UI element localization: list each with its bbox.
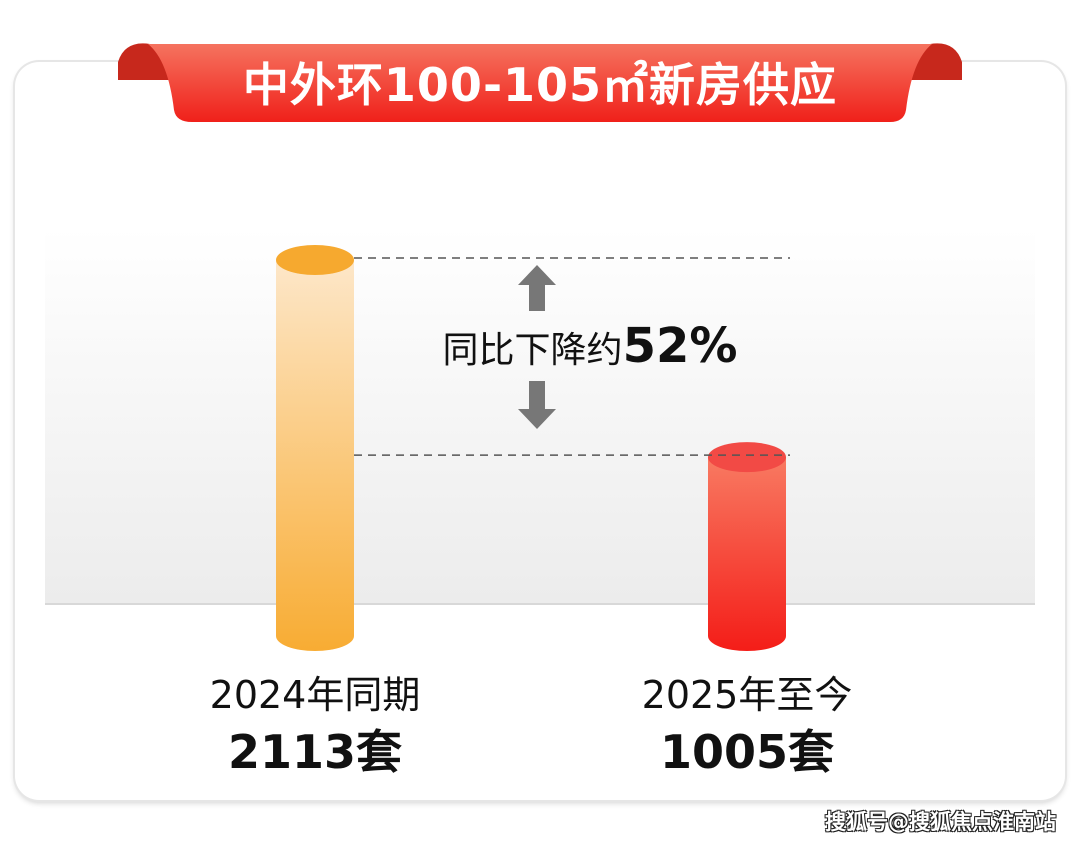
bar-body <box>276 260 354 651</box>
change-annotation: 同比下降约52% <box>380 318 800 374</box>
value-label-2024: 2113套 <box>227 725 403 779</box>
bar-top-cap <box>276 245 354 275</box>
bar-top-cap <box>708 442 786 473</box>
bar-body <box>708 457 786 651</box>
title-ribbon <box>148 44 932 122</box>
arrow-down-icon <box>518 381 556 429</box>
bar-2024年同期 <box>276 245 354 651</box>
chart-title: 中外环100-105㎡新房供应 <box>242 58 838 112</box>
watermark: 搜狐号@搜狐焦点淮南站 <box>825 810 1056 834</box>
change-prefix: 同比下降约 <box>442 330 623 371</box>
arrow-up-icon <box>518 265 556 311</box>
value-label-2025: 1005套 <box>659 725 835 779</box>
bar-2025年至今 <box>708 442 786 651</box>
category-label-2024: 2024年同期 <box>209 673 421 717</box>
category-label-2025: 2025年至今 <box>641 673 853 717</box>
change-value: 52% <box>622 318 738 374</box>
